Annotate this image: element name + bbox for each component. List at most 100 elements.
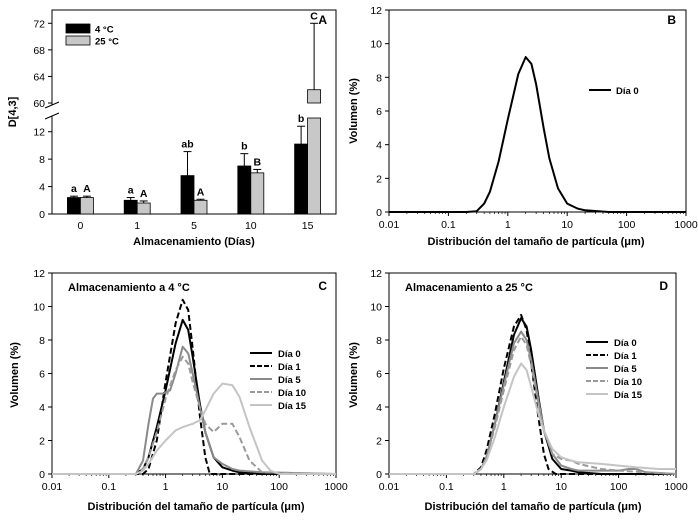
panel-a-legend-label: 25 °C xyxy=(95,37,119,48)
panel-c-ytick-label: 0 xyxy=(39,469,45,481)
panel-d-xlabel: Distribución del tamaño de partícula (μm… xyxy=(425,501,642,513)
panel-b-xtick-label: 0.01 xyxy=(379,219,400,231)
panel-b-ytick-label: 10 xyxy=(370,39,382,51)
panel-a-xtick-label: 5 xyxy=(191,220,197,232)
panel-d-ytick-label: 4 xyxy=(376,402,382,414)
panel-c-series-line xyxy=(52,355,337,475)
panel-a-significance-letter: a xyxy=(71,183,77,195)
panel-a-significance-letter: ab xyxy=(181,139,193,151)
panel-a-significance-letter: b xyxy=(241,141,247,153)
panel-d-ylabel: Volumen (%) xyxy=(348,342,360,408)
panel-d-ytick-label: 6 xyxy=(376,369,382,381)
panel-a-axis-break-mark xyxy=(44,112,60,120)
panel-a-letter: A xyxy=(318,13,327,27)
panel-d-legend-label: Día 15 xyxy=(614,390,643,401)
panel-d-ytick-label: 8 xyxy=(376,335,382,347)
panel-d-ytick-label: 0 xyxy=(376,469,382,481)
panel-a-legend-swatch xyxy=(65,35,91,46)
panel-a-ytick-label: 0 xyxy=(39,209,45,221)
panel-c-xtick-label: 1000 xyxy=(324,481,348,493)
panel-d-xtick-label: 10 xyxy=(555,481,567,493)
panel-a-legend-swatch xyxy=(65,23,91,34)
panel-b-legend-label: Día 0 xyxy=(616,86,639,97)
panel-c-legend-label: Día 15 xyxy=(278,401,307,412)
panel-a-axis-break-mark xyxy=(44,101,60,109)
panel-a-ytick-label: 68 xyxy=(33,45,45,57)
panel-a-significance-letter: a xyxy=(128,185,134,197)
panel-b-ytick-label: 4 xyxy=(376,140,382,152)
panel-a-xtick-label: 1 xyxy=(134,220,140,232)
panel-a-significance-letter: A xyxy=(197,186,205,198)
panel-a-bar xyxy=(237,165,252,215)
panel-a-bar xyxy=(180,175,195,215)
panel-b-xtick-label: 1000 xyxy=(674,219,698,231)
panel-d-title: Almacenamiento a 25 °C xyxy=(405,282,533,294)
panel-b-series-line xyxy=(389,56,686,213)
panel-c-legend-label: Día 1 xyxy=(278,362,301,373)
panel-a-ytick-label: 64 xyxy=(33,71,45,83)
panel-a-ytick-label: 8 xyxy=(39,154,45,166)
panel-c-legend-label: Día 10 xyxy=(278,388,306,399)
panel-a-ytick-label: 4 xyxy=(39,182,45,194)
panel-c-frame xyxy=(51,272,337,475)
panel-b-letter: B xyxy=(667,13,676,27)
panel-c-xtick-label: 1 xyxy=(163,481,169,493)
panel-a-xtick-label: 15 xyxy=(302,220,314,232)
panel-c-series-line xyxy=(52,298,336,475)
panel-b-ytick-label: 0 xyxy=(376,207,382,219)
panel-a-bar xyxy=(67,197,81,215)
panel-c-xtick-label: 0.01 xyxy=(42,481,63,493)
panel-b-xtick-label: 0.1 xyxy=(441,219,456,231)
panel-a-ytick-label: 60 xyxy=(33,98,45,110)
panel-c-ytick-label: 10 xyxy=(33,302,45,314)
panel-c-ytick-label: 6 xyxy=(39,369,45,381)
panel-c-title: Almacenamiento a 4 °C xyxy=(68,282,190,294)
panel-b-xtick-label: 10 xyxy=(561,219,573,231)
panel-a-bar xyxy=(307,89,322,104)
panel-a-xlabel: Almacenamiento (Días) xyxy=(133,236,255,248)
panel-d-series-line xyxy=(389,335,677,475)
panel-d-ytick-label: 10 xyxy=(370,302,382,314)
panel-b-ytick-label: 12 xyxy=(370,5,382,17)
panel-a-bar xyxy=(307,117,322,215)
panel-b-ytick-label: 2 xyxy=(376,173,382,185)
panel-d-legend-label: Día 10 xyxy=(614,377,642,388)
panel-c-xtick-label: 100 xyxy=(270,481,288,493)
panel-c-xtick-label: 10 xyxy=(217,481,229,493)
panel-a-bar xyxy=(123,199,138,215)
panel-a-ytick-label: 12 xyxy=(33,127,45,139)
panel-a-bar xyxy=(80,197,94,215)
panel-b-ylabel: Volumen (%) xyxy=(348,78,360,144)
panel-a-significance-letter: A xyxy=(83,183,91,195)
panel-c-ytick-label: 2 xyxy=(39,436,45,448)
panel-c-legend-label: Día 5 xyxy=(278,375,301,386)
panel-b-xlabel: Distribución del tamaño de partícula (μm… xyxy=(428,236,645,248)
panel-d-xtick-label: 1000 xyxy=(664,481,688,493)
panel-a-significance-letter: C xyxy=(310,10,318,22)
panel-d-ytick-label: 2 xyxy=(376,436,382,448)
panel-a-ylabel: D[4,3] xyxy=(7,96,19,127)
panel-d-legend-label: Día 5 xyxy=(614,364,637,375)
panel-a-significance-letter: A xyxy=(140,188,148,200)
panel-c-letter: C xyxy=(318,279,327,293)
panel-b-frame xyxy=(388,9,687,213)
panel-d-xtick-label: 1 xyxy=(501,481,507,493)
panel-c-series-line xyxy=(52,382,336,475)
panel-d-legend-label: Día 1 xyxy=(614,351,637,362)
panel-c-series-line xyxy=(52,345,337,475)
panel-d-xtick-label: 0.1 xyxy=(439,481,454,493)
panel-a-bar xyxy=(250,172,265,215)
panel-d-xtick-label: 0.01 xyxy=(379,481,400,493)
panel-c-xtick-label: 0.1 xyxy=(101,481,116,493)
panel-a-legend-label: 4 °C xyxy=(95,25,114,36)
panel-b-xtick-label: 100 xyxy=(618,219,636,231)
panel-a-bar xyxy=(294,143,309,215)
panel-d-xtick-label: 100 xyxy=(610,481,628,493)
panel-c-xlabel: Distribución del tamaño de partícula (μm… xyxy=(88,501,305,513)
panel-d-ytick-label: 12 xyxy=(370,268,382,280)
panel-a-significance-letter: b xyxy=(298,113,304,125)
panel-a-ytick-label: 72 xyxy=(33,18,45,30)
panel-b-ytick-label: 8 xyxy=(376,72,382,84)
panel-d-series-line xyxy=(389,330,677,475)
